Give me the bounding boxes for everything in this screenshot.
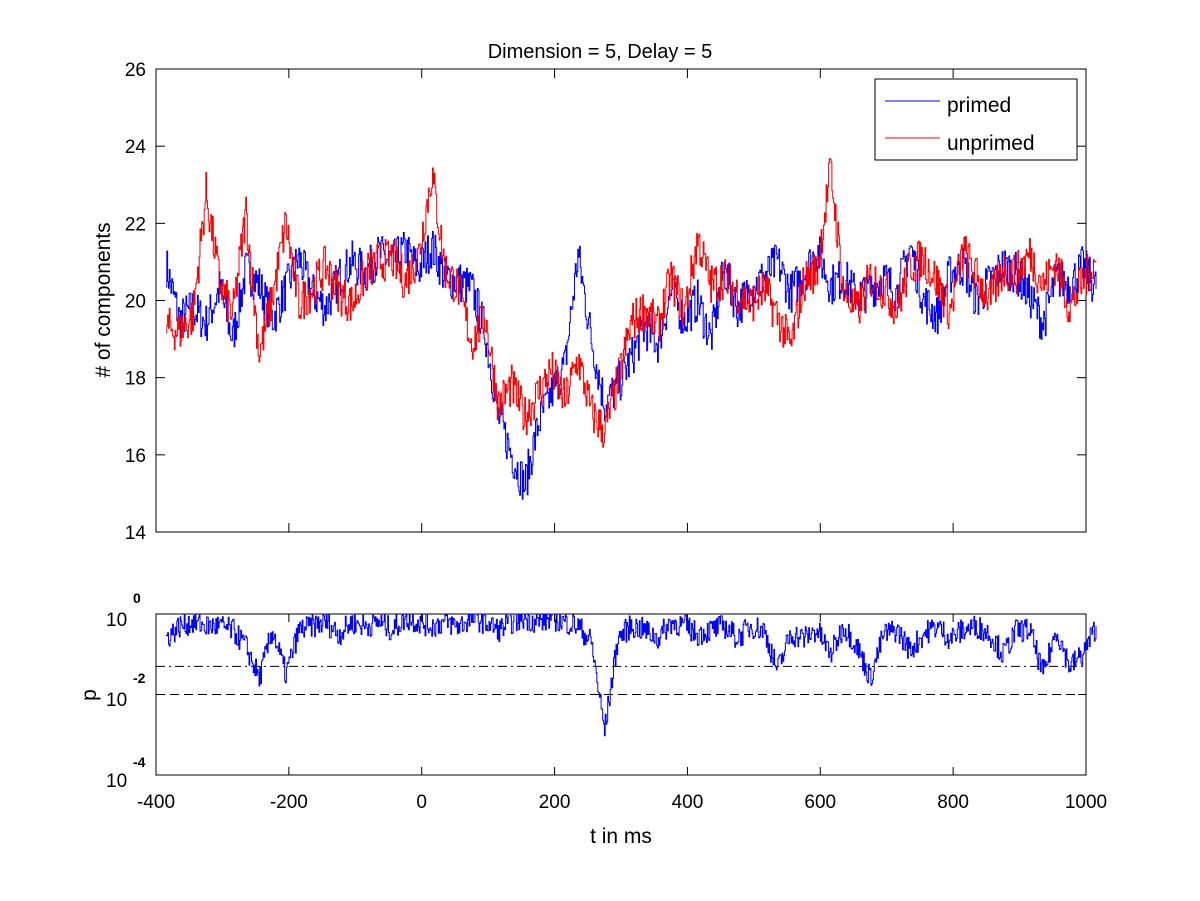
bottom-y-ticks: 10 0 10 -2 10 -4 (106, 590, 146, 792)
top-y-ticks: 14 16 18 20 22 24 26 (125, 60, 1087, 544)
y-tick-label-p2-exp: -2 (133, 670, 146, 686)
y-tick-label-p4-base: 10 (106, 771, 127, 792)
top-series-group (166, 158, 1097, 500)
legend-label-primed: primed (947, 94, 1011, 117)
top-y-axis-label: # of components (92, 222, 115, 377)
x-tick-label: 1000 (1065, 792, 1107, 813)
legend: primed unprimed (874, 78, 1078, 161)
y-tick-label-p2-base: 10 (106, 690, 127, 711)
y-tick-label: 18 (125, 369, 146, 390)
chart-title: Dimension = 5, Delay = 5 (488, 41, 713, 63)
y-tick-label: 22 (125, 214, 146, 235)
reference-lines (156, 665, 1086, 695)
y-tick-label: 20 (125, 292, 146, 313)
y-tick-label: 26 (125, 60, 146, 81)
y-tick-label: 24 (125, 137, 147, 158)
y-tick-label-p4-exp: -4 (133, 754, 146, 770)
x-tick-label: 600 (804, 792, 836, 813)
y-tick-label: 16 (125, 446, 146, 467)
y-tick-label: 14 (125, 523, 147, 544)
y-tick-label-p0-base: 10 (106, 610, 127, 631)
legend-label-unprimed: unprimed (947, 132, 1035, 155)
x-tick-label: 200 (539, 792, 571, 813)
y-tick-label-p0-exp: 0 (133, 590, 141, 606)
series-line-unprimed (166, 158, 1097, 448)
bottom-x-ticks: -400 -200 0 200 400 600 800 1000 (137, 613, 1107, 813)
x-tick-label: 400 (672, 792, 704, 813)
series-line-primed (166, 231, 1097, 500)
series-line-p-value (166, 613, 1097, 737)
legend-box (874, 78, 1078, 161)
bottom-y-axis-label: p (78, 689, 101, 701)
x-tick-label: -200 (270, 792, 308, 813)
x-tick-label: 800 (937, 792, 969, 813)
x-axis-label: t in ms (590, 825, 652, 848)
bottom-series-group (166, 613, 1097, 737)
bottom-axes: -400 -200 0 200 400 600 800 1000 10 0 10 -2 10 … (78, 590, 1107, 848)
x-tick-label: -400 (137, 792, 175, 813)
x-tick-label: 0 (416, 792, 427, 813)
